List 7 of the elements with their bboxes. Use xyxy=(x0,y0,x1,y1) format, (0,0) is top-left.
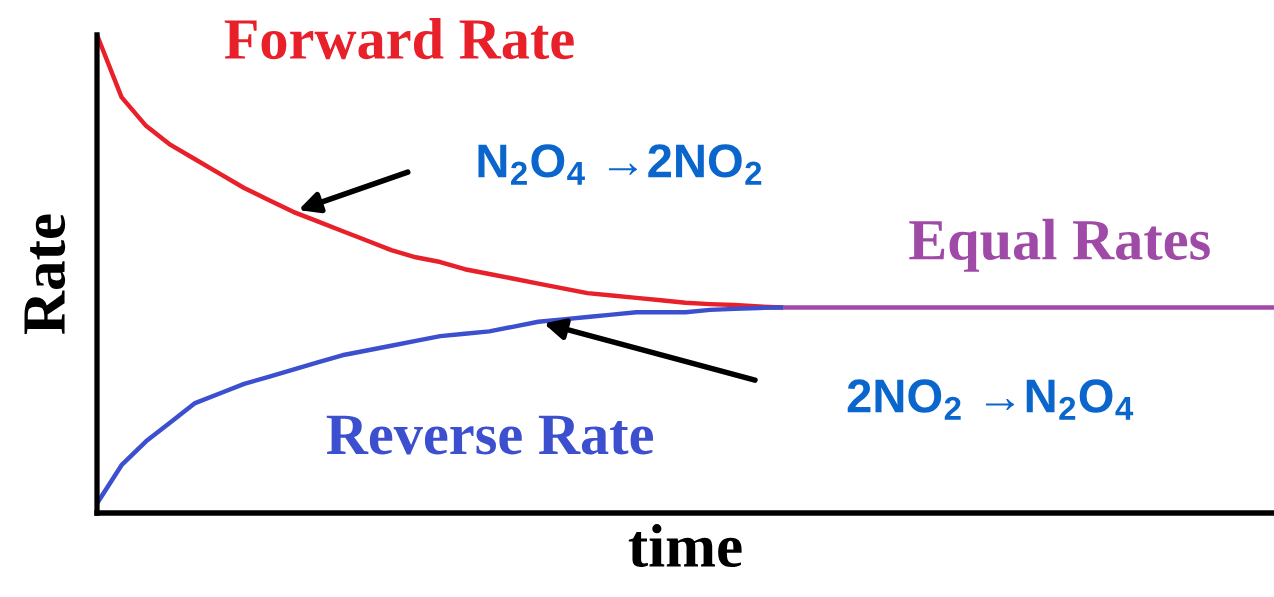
series-label: Equal Rates xyxy=(909,218,1210,272)
series-label: Reverse Rate xyxy=(326,415,653,455)
x-axis-title: time xyxy=(628,524,742,568)
annotation: N$_{2}$O$_{4}$ →2NO$_{2}$ xyxy=(478,144,762,185)
series-label: Forward Rate xyxy=(224,18,574,60)
y-axis-title: Rate xyxy=(24,214,66,335)
annotation: 2NO$_{2}$ →N$_{2}$O$_{4}$ xyxy=(847,379,1134,420)
